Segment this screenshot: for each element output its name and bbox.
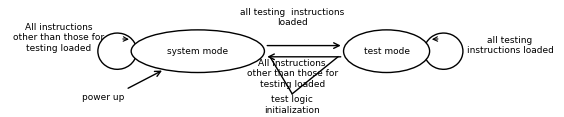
Ellipse shape xyxy=(343,30,430,73)
Text: test logic
initialization: test logic initialization xyxy=(265,95,320,115)
Text: All instructions
other than those for
testing loaded: All instructions other than those for te… xyxy=(14,23,104,53)
Text: system mode: system mode xyxy=(168,47,228,56)
Text: test mode: test mode xyxy=(364,47,409,56)
Ellipse shape xyxy=(131,30,265,73)
Text: All instructions
other than those for
testing loaded: All instructions other than those for te… xyxy=(246,59,338,89)
Text: all testing  instructions
loaded: all testing instructions loaded xyxy=(240,8,344,27)
Text: all testing
instructions loaded: all testing instructions loaded xyxy=(466,36,553,55)
Text: power up: power up xyxy=(82,93,125,102)
